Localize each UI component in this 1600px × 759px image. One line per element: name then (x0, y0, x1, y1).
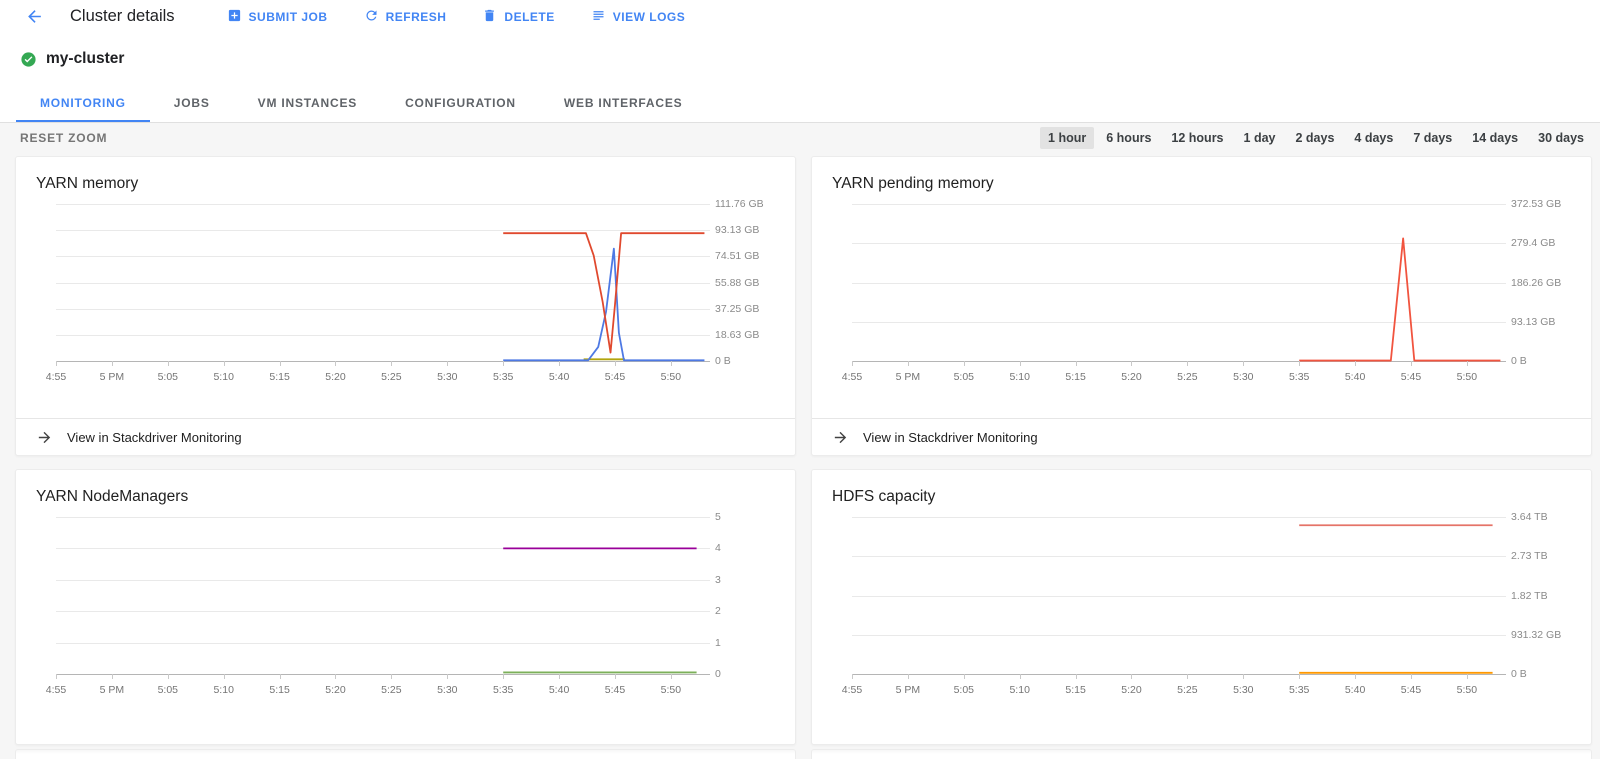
chart-title: YARN pending memory (832, 175, 994, 192)
tab-configuration[interactable]: CONFIGURATION (381, 85, 540, 122)
tab-web-interfaces[interactable]: WEB INTERFACES (540, 85, 707, 122)
chart-title: YARN NodeManagers (36, 488, 189, 505)
view-in-stackdriver-link[interactable]: View in Stackdriver Monitoring (36, 429, 242, 446)
chart-card-hdfs-capacity: HDFS capacity 4:55 5 PM 5:05 5:10 5:15 5:20 5:… (811, 469, 1592, 745)
arrow-forward-icon (36, 429, 53, 446)
top-toolbar: Cluster details SUBMIT JOB REFRESH DELET… (0, 0, 1600, 33)
chart-title: HDFS capacity (832, 488, 936, 505)
chart-plot-yarn-nodemanagers[interactable]: 4:55 5 PM 5:05 5:10 5:15 5:20 5:25 5:30 5:35 5:40… (45, 511, 721, 696)
card-footer: View in Stackdriver Monitoring (16, 418, 795, 455)
chart-card-yarn-pending-memory: YARN pending memory 4:55 5 PM 5:05 5:10 5:15… (811, 156, 1592, 456)
cluster-heading: my-cluster (0, 33, 1600, 85)
tab-bar: MONITORING JOBS VM INSTANCES CONFIGURATI… (0, 85, 1600, 123)
submit-job-button[interactable]: SUBMIT JOB (227, 8, 328, 26)
cluster-name: my-cluster (46, 50, 125, 67)
chart-card-stub (811, 749, 1592, 759)
chart-plot-yarn-pending-memory[interactable]: 4:55 5 PM 5:05 5:10 5:15 5:20 5:25 5:30 5:35 5:40… (841, 198, 1562, 383)
chart-card-yarn-nodemanagers: YARN NodeManagers 4:55 5 PM 5:05 5:10 5:15 5:… (15, 469, 796, 745)
add-box-icon (227, 8, 242, 26)
monitoring-panel: RESET ZOOM 1 hour 6 hours 12 hours 1 day 2 d… (0, 123, 1600, 759)
delete-button[interactable]: DELETE (482, 8, 554, 26)
chart-plot-yarn-memory[interactable]: 4:55 5 PM 5:05 5:10 5:15 5:20 5:25 5:30 5:35 5:40… (45, 198, 764, 383)
time-range-14-days[interactable]: 14 days (1464, 127, 1526, 149)
time-range-1-day[interactable]: 1 day (1236, 127, 1284, 149)
time-range-2-days[interactable]: 2 days (1287, 127, 1342, 149)
delete-icon (482, 8, 497, 26)
reset-zooom-button[interactable]: RESET ZOOM (20, 131, 108, 145)
card-footer: View in Stackdriver Monitoring (812, 418, 1591, 455)
check-circle-icon (20, 51, 37, 68)
time-range-7-days[interactable]: 7 days (1405, 127, 1460, 149)
chart-title: YARN memory (36, 175, 139, 192)
next-row-cards (0, 745, 1600, 759)
time-range-group: 1 hour 6 hours 12 hours 1 day 2 days 4 days 7 … (1040, 127, 1592, 149)
chart-toolbar: RESET ZOOM 1 hour 6 hours 12 hours 1 day 2 d… (0, 123, 1600, 153)
back-arrow-icon[interactable] (22, 5, 46, 29)
chart-card-yarn-memory: YARN memory 4:55 5 PM 5:05 5:10 5:15 5:20 5:25… (15, 156, 796, 456)
refresh-icon (364, 8, 379, 26)
time-range-4-days[interactable]: 4 days (1346, 127, 1401, 149)
refresh-button[interactable]: REFRESH (364, 8, 447, 26)
view-logs-icon (591, 8, 606, 26)
tab-jobs[interactable]: JOBS (150, 85, 234, 122)
tab-monitoring[interactable]: MONITORING (16, 85, 150, 122)
chart-plot-hdfs-capacity[interactable]: 4:55 5 PM 5:05 5:10 5:15 5:20 5:25 5:30 5:35 5:40… (841, 511, 1562, 696)
view-logs-button[interactable]: VIEW LOGS (591, 8, 686, 26)
time-range-1-hour[interactable]: 1 hour (1040, 127, 1095, 149)
charts-grid: YARN memory 4:55 5 PM 5:05 5:10 5:15 5:20 5:25… (0, 153, 1600, 745)
tab-vm-instances[interactable]: VM INSTANCES (234, 85, 381, 122)
time-range-6-hours[interactable]: 6 hours (1098, 127, 1159, 149)
time-range-12-hours[interactable]: 12 hours (1163, 127, 1231, 149)
view-in-stackdriver-link[interactable]: View in Stackdriver Monitoring (832, 429, 1038, 446)
time-range-30-days[interactable]: 30 days (1530, 127, 1592, 149)
arrow-forward-icon (832, 429, 849, 446)
page-title: Cluster details (70, 7, 175, 25)
chart-card-stub (15, 749, 796, 759)
